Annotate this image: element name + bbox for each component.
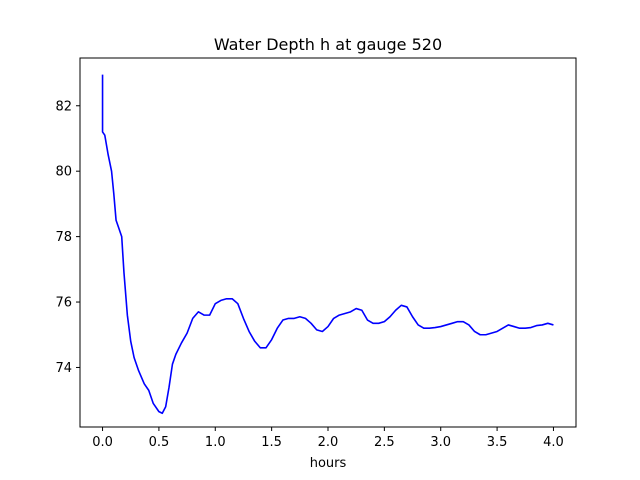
x-tick-label: 3.5 bbox=[487, 435, 508, 450]
y-tick-label: 74 bbox=[55, 361, 72, 376]
x-tick-label: 2.0 bbox=[318, 435, 339, 450]
y-axis: 74 76 78 80 82 bbox=[55, 99, 80, 376]
x-tick-label: 0.0 bbox=[92, 435, 113, 450]
x-tick-label: 4.0 bbox=[543, 435, 564, 450]
plot-frame bbox=[79, 57, 577, 428]
series-line-0 bbox=[101, 74, 554, 415]
y-tick-label: 78 bbox=[55, 230, 72, 245]
y-tick-label: 82 bbox=[55, 99, 72, 114]
x-tick-label: 0.5 bbox=[149, 435, 170, 450]
y-tick-label: 80 bbox=[55, 165, 72, 180]
x-tick-label: 1.0 bbox=[205, 435, 226, 450]
chart-title: Water Depth h at gauge 520 bbox=[214, 35, 442, 54]
series-layer bbox=[101, 74, 554, 415]
y-tick-label: 76 bbox=[55, 296, 72, 311]
x-tick-label: 3.0 bbox=[430, 435, 451, 450]
x-tick-label: 1.5 bbox=[261, 435, 282, 450]
x-tick-label: 2.5 bbox=[374, 435, 395, 450]
x-axis-label: hours bbox=[310, 456, 347, 471]
x-axis: 0.0 0.5 1.0 1.5 2.0 2.5 3.0 3.5 4.0 bbox=[92, 427, 564, 450]
